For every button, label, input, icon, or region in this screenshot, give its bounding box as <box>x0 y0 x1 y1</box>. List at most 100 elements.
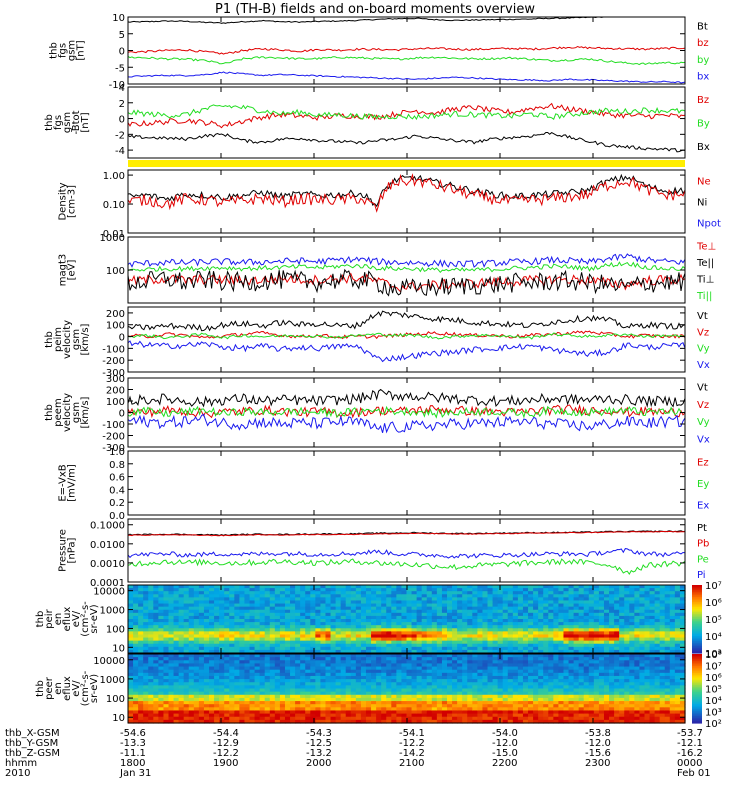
heatmap-cell <box>239 713 246 718</box>
heatmap-cell <box>543 609 549 614</box>
heatmap-cell <box>128 691 134 696</box>
y-tick-label: 0.2 <box>109 498 125 509</box>
heatmap-cell <box>563 634 570 639</box>
heatmap-cell <box>310 685 316 690</box>
heatmap-cell <box>310 585 316 589</box>
heatmap-cell <box>386 615 392 620</box>
heatmap-cell <box>452 594 458 598</box>
heatmap-cell <box>239 646 246 651</box>
heatmap-cell <box>548 609 554 614</box>
heatmap-cell <box>153 679 159 683</box>
heatmap-cell <box>376 588 382 592</box>
heatmap-cell <box>563 600 570 605</box>
heatmap-cell <box>431 585 438 589</box>
heatmap-cell <box>548 646 554 651</box>
heatmap-cell <box>168 588 175 592</box>
heatmap-cell <box>543 597 549 602</box>
heatmap-cell <box>457 691 463 696</box>
heatmap-cell <box>330 588 337 592</box>
heatmap-cell <box>229 657 235 661</box>
heatmap-cell <box>279 719 286 724</box>
heatmap-cell <box>558 688 565 693</box>
panel-2 <box>127 86 686 159</box>
heatmap-cell <box>254 694 261 699</box>
heatmap-cell <box>492 594 499 598</box>
heatmap-cell <box>219 600 225 605</box>
heatmap-cell <box>477 691 484 696</box>
colorbar-swatch <box>692 629 702 632</box>
heatmap-cell <box>664 640 671 645</box>
heatmap-cell <box>462 609 468 614</box>
heatmap-cell <box>340 643 347 648</box>
heatmap-cell <box>573 666 580 671</box>
heatmap-cell <box>183 710 190 715</box>
heatmap-cell <box>168 694 175 699</box>
heatmap-cell <box>629 597 635 602</box>
heatmap-cell <box>320 646 327 651</box>
heatmap-cell <box>178 663 185 668</box>
heatmap-cell <box>603 688 610 693</box>
heatmap-cell <box>138 704 144 708</box>
heatmap-cell <box>269 707 276 712</box>
heatmap-cell <box>457 719 463 724</box>
heatmap-cell <box>340 679 347 683</box>
heatmap-cell <box>219 663 225 668</box>
heatmap-cell <box>198 701 205 705</box>
heatmap-cell <box>229 666 235 671</box>
heatmap-cell <box>183 697 190 702</box>
heatmap-cell <box>538 649 544 654</box>
heatmap-cell <box>360 637 367 642</box>
heatmap-cell <box>360 585 367 589</box>
heatmap-cell <box>188 637 195 642</box>
heatmap-cell <box>168 716 175 721</box>
heatmap-cell <box>259 600 266 605</box>
heatmap-cell <box>609 697 615 702</box>
heatmap-cell <box>654 643 661 648</box>
heatmap-cell <box>507 609 514 614</box>
heatmap-cell <box>593 600 600 605</box>
heatmap-cell <box>163 615 170 620</box>
heatmap-cell <box>669 625 676 629</box>
heatmap-cell <box>467 697 473 702</box>
heatmap-cell <box>609 631 615 636</box>
heatmap-cell <box>305 719 311 724</box>
heatmap-cell <box>239 585 246 589</box>
heatmap-cell <box>401 588 408 592</box>
heatmap-cell <box>214 685 220 690</box>
heatmap-cell <box>517 597 524 602</box>
heatmap-cell <box>573 654 580 658</box>
heatmap-cell <box>573 649 580 654</box>
heatmap-cell <box>619 716 625 721</box>
heatmap-cell <box>568 707 575 712</box>
heatmap-cell <box>416 609 423 614</box>
series-ni <box>127 173 686 208</box>
heatmap-cell <box>441 603 448 608</box>
heatmap-cell <box>573 697 580 702</box>
heatmap-cell <box>198 591 205 595</box>
heatmap-cell <box>609 600 615 605</box>
heatmap-cell <box>310 663 316 668</box>
heatmap-cell <box>259 710 266 715</box>
heatmap-cell <box>148 710 154 715</box>
heatmap-cell <box>538 716 544 721</box>
heatmap-cell <box>421 679 428 683</box>
heatmap-cell <box>290 628 296 632</box>
heatmap-cell <box>264 675 271 680</box>
heatmap-cell <box>416 585 423 589</box>
heatmap-cell <box>507 625 514 629</box>
heatmap-cell <box>305 631 311 636</box>
heatmap-cell <box>492 643 499 648</box>
heatmap-cell <box>457 710 463 715</box>
heatmap-cell <box>593 675 600 680</box>
heatmap-cell <box>350 585 357 589</box>
heatmap-cell <box>254 663 261 668</box>
colorbar-swatch <box>692 585 702 588</box>
heatmap-cell <box>649 588 656 592</box>
heatmap-cell <box>669 631 676 636</box>
heatmap-cell <box>593 685 600 690</box>
heatmap-cell <box>624 669 630 674</box>
heatmap-cell <box>624 685 630 690</box>
heatmap-cell <box>452 637 458 642</box>
heatmap-cell <box>148 625 154 629</box>
heatmap-cell <box>598 663 605 668</box>
